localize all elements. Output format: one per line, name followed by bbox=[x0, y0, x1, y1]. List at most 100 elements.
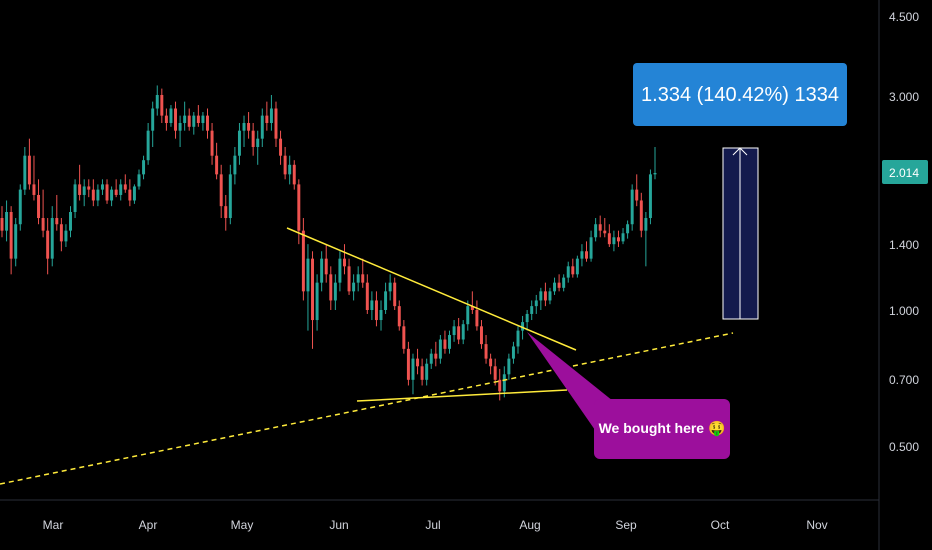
callout-text: We bought here 🤑 bbox=[599, 420, 726, 437]
candle-body bbox=[192, 115, 196, 127]
candle-body bbox=[311, 258, 315, 321]
candle-body bbox=[438, 339, 442, 359]
candle-body bbox=[329, 274, 333, 301]
candle-body bbox=[155, 95, 159, 109]
candle-body bbox=[493, 366, 497, 380]
candle-body bbox=[292, 164, 296, 185]
x-tick-label: Mar bbox=[43, 518, 64, 532]
candle-body bbox=[566, 266, 570, 278]
candle-body bbox=[128, 189, 132, 201]
flat-support-line[interactable] bbox=[356, 389, 568, 402]
candle-body bbox=[594, 224, 598, 238]
candle-body bbox=[50, 218, 54, 259]
candle-body bbox=[589, 237, 593, 259]
candle-body bbox=[224, 206, 228, 219]
candle-body bbox=[475, 310, 479, 327]
candle-body bbox=[206, 115, 209, 131]
candle-body bbox=[356, 274, 360, 283]
candle-body bbox=[361, 274, 365, 283]
candle-body bbox=[612, 237, 616, 245]
candle-body bbox=[41, 218, 45, 231]
x-tick-label: Apr bbox=[139, 518, 158, 532]
candle-body bbox=[265, 115, 269, 124]
candle-body bbox=[315, 282, 319, 321]
price-axis[interactable]: 4.500 3.000 2.014 1.400 1.000 0.700 0.50… bbox=[882, 10, 928, 454]
y-tick-label: 0.500 bbox=[889, 440, 919, 454]
candle-body bbox=[23, 155, 27, 190]
candle-body bbox=[635, 189, 639, 201]
candle-body bbox=[160, 95, 164, 116]
candle-body bbox=[416, 358, 420, 367]
candle-body bbox=[260, 115, 264, 139]
y-tick-label: 3.000 bbox=[889, 90, 919, 104]
x-tick-label: Jul bbox=[425, 518, 440, 532]
candle-body bbox=[571, 266, 575, 275]
candle-body bbox=[247, 123, 251, 131]
candle-body bbox=[585, 251, 588, 259]
candle-body bbox=[5, 211, 9, 231]
candle-body bbox=[580, 251, 584, 259]
candle-body bbox=[32, 184, 36, 195]
candle-body bbox=[219, 174, 223, 207]
candle-body bbox=[489, 358, 493, 367]
candle-body bbox=[397, 306, 401, 327]
candle-body bbox=[484, 344, 488, 359]
candle-body bbox=[575, 258, 579, 275]
candle-body bbox=[630, 189, 634, 225]
candle-body bbox=[169, 108, 173, 124]
candle-body bbox=[110, 189, 114, 201]
candle-body bbox=[342, 258, 346, 267]
candle-body bbox=[228, 174, 232, 219]
y-tick-label: 0.700 bbox=[889, 373, 919, 387]
candle-body bbox=[320, 258, 324, 283]
candle-body bbox=[607, 233, 611, 245]
candle-body bbox=[374, 300, 378, 321]
candle-body bbox=[301, 230, 305, 292]
x-tick-label: Sep bbox=[615, 518, 637, 532]
candle-body bbox=[539, 291, 543, 301]
candle-body bbox=[132, 186, 136, 201]
time-axis[interactable]: Mar Apr May Jun Jul Aug Sep Oct Nov bbox=[43, 518, 828, 532]
candle-body bbox=[196, 115, 200, 124]
callout-box[interactable] bbox=[594, 399, 730, 459]
candle-body bbox=[114, 189, 118, 195]
candle-body bbox=[557, 282, 561, 288]
candle-body bbox=[479, 326, 483, 345]
candle-body bbox=[178, 123, 182, 131]
candle-body bbox=[393, 282, 397, 307]
x-tick-label: Nov bbox=[806, 518, 827, 532]
ascending-support-line[interactable] bbox=[0, 332, 734, 485]
candle-body bbox=[183, 115, 187, 124]
candle-body bbox=[146, 130, 150, 161]
candle-body bbox=[78, 184, 82, 195]
candle-body bbox=[91, 189, 95, 201]
candle-body bbox=[59, 224, 63, 242]
candle-body bbox=[87, 186, 91, 190]
candle-body bbox=[511, 346, 515, 359]
candle-body bbox=[457, 326, 461, 340]
candle-body bbox=[14, 224, 18, 259]
candle-body bbox=[69, 211, 72, 231]
candle-body bbox=[233, 155, 237, 175]
candle-body bbox=[498, 379, 502, 392]
candle-body bbox=[466, 306, 470, 325]
candle-body bbox=[534, 300, 538, 307]
candle-body bbox=[370, 300, 374, 310]
candle-body bbox=[251, 130, 255, 147]
candle-body bbox=[516, 330, 520, 347]
candle-body bbox=[279, 138, 283, 156]
measure-label: 1.334 (140.42%) 1334 bbox=[641, 84, 839, 106]
candle-body bbox=[388, 282, 392, 292]
candle-body bbox=[384, 291, 388, 310]
candle-body bbox=[324, 258, 328, 275]
x-tick-label: Aug bbox=[519, 518, 540, 532]
x-tick-label: Oct bbox=[711, 518, 730, 532]
descending-trendline[interactable] bbox=[286, 227, 577, 351]
candles-layer bbox=[0, 85, 657, 401]
candle-body bbox=[123, 184, 127, 190]
candle-body bbox=[37, 194, 41, 219]
candle-body bbox=[151, 108, 155, 131]
candle-body bbox=[502, 374, 506, 392]
candle-body bbox=[215, 155, 219, 175]
